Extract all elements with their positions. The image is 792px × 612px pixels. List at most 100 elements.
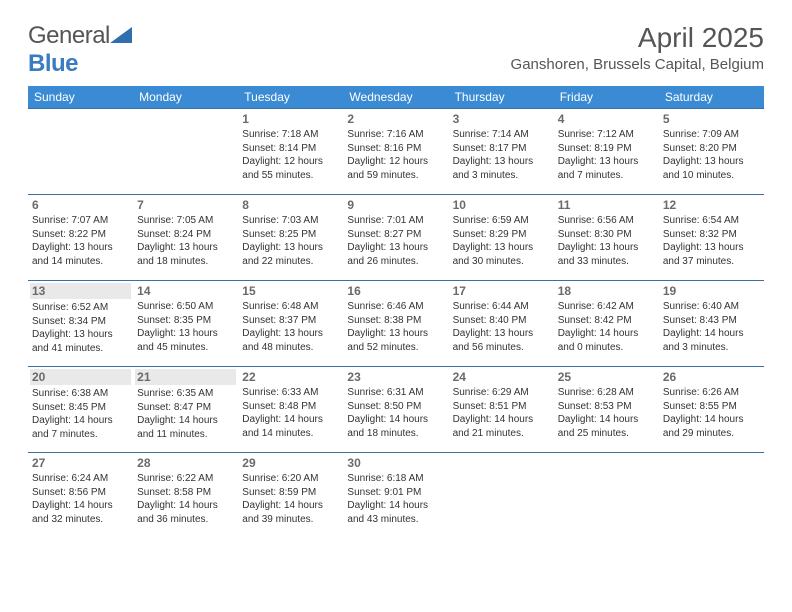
daylight-text: Daylight: 13 hours and 33 minutes.	[558, 241, 655, 268]
day-number: 19	[663, 284, 760, 298]
day-details: Sunrise: 6:44 AMSunset: 8:40 PMDaylight:…	[453, 300, 550, 354]
daylight-text: Daylight: 14 hours and 0 minutes.	[558, 327, 655, 354]
sunset-text: Sunset: 8:35 PM	[137, 314, 234, 328]
sunrise-text: Sunrise: 6:44 AM	[453, 300, 550, 314]
calendar-day: 7Sunrise: 7:05 AMSunset: 8:24 PMDaylight…	[133, 195, 238, 281]
day-number: 29	[242, 456, 339, 470]
daylight-text: Daylight: 14 hours and 32 minutes.	[32, 499, 129, 526]
day-details: Sunrise: 6:46 AMSunset: 8:38 PMDaylight:…	[347, 300, 444, 354]
calendar-day-empty	[28, 109, 133, 195]
day-details: Sunrise: 6:24 AMSunset: 8:56 PMDaylight:…	[32, 472, 129, 526]
sunrise-text: Sunrise: 6:28 AM	[558, 386, 655, 400]
calendar-week: 20Sunrise: 6:38 AMSunset: 8:45 PMDayligh…	[28, 367, 764, 453]
daylight-text: Daylight: 12 hours and 55 minutes.	[242, 155, 339, 182]
calendar-day: 26Sunrise: 6:26 AMSunset: 8:55 PMDayligh…	[659, 367, 764, 453]
day-details: Sunrise: 6:20 AMSunset: 8:59 PMDaylight:…	[242, 472, 339, 526]
daylight-text: Daylight: 13 hours and 22 minutes.	[242, 241, 339, 268]
day-details: Sunrise: 7:12 AMSunset: 8:19 PMDaylight:…	[558, 128, 655, 182]
daylight-text: Daylight: 13 hours and 41 minutes.	[32, 328, 129, 355]
sunrise-text: Sunrise: 6:33 AM	[242, 386, 339, 400]
sunset-text: Sunset: 8:22 PM	[32, 228, 129, 242]
day-details: Sunrise: 6:22 AMSunset: 8:58 PMDaylight:…	[137, 472, 234, 526]
sunset-text: Sunset: 8:55 PM	[663, 400, 760, 414]
day-number: 22	[242, 370, 339, 384]
weekday-header: Friday	[554, 86, 659, 109]
day-number: 10	[453, 198, 550, 212]
sunrise-text: Sunrise: 6:18 AM	[347, 472, 444, 486]
day-number: 2	[347, 112, 444, 126]
calendar-head: SundayMondayTuesdayWednesdayThursdayFrid…	[28, 86, 764, 109]
day-details: Sunrise: 7:07 AMSunset: 8:22 PMDaylight:…	[32, 214, 129, 268]
sunrise-text: Sunrise: 7:12 AM	[558, 128, 655, 142]
sunset-text: Sunset: 8:14 PM	[242, 142, 339, 156]
calendar-day: 8 Sunrise: 7:03 AMSunset: 8:25 PMDaylight…	[238, 195, 343, 281]
sunset-text: Sunset: 8:30 PM	[558, 228, 655, 242]
day-details: Sunrise: 7:03 AMSunset: 8:25 PMDaylight:…	[242, 214, 339, 268]
calendar-day: 14 Sunrise: 6:50 AMSunset: 8:35 PMDayligh…	[133, 281, 238, 367]
sunrise-text: Sunrise: 6:20 AM	[242, 472, 339, 486]
weekday-header: Sunday	[28, 86, 133, 109]
sunrise-text: Sunrise: 7:18 AM	[242, 128, 339, 142]
day-number: 30	[347, 456, 444, 470]
sunrise-text: Sunrise: 6:40 AM	[663, 300, 760, 314]
calendar-day-empty	[659, 453, 764, 539]
sunset-text: Sunset: 8:19 PM	[558, 142, 655, 156]
day-number: 3	[453, 112, 550, 126]
calendar-day: 16Sunrise: 6:46 AMSunset: 8:38 PMDayligh…	[343, 281, 448, 367]
calendar-day: 15Sunrise: 6:48 AMSunset: 8:37 PMDayligh…	[238, 281, 343, 367]
sunrise-text: Sunrise: 7:16 AM	[347, 128, 444, 142]
sunrise-text: Sunrise: 6:54 AM	[663, 214, 760, 228]
day-number: 24	[453, 370, 550, 384]
sunset-text: Sunset: 8:51 PM	[453, 400, 550, 414]
sunrise-text: Sunrise: 7:07 AM	[32, 214, 129, 228]
day-details: Sunrise: 7:01 AMSunset: 8:27 PMDaylight:…	[347, 214, 444, 268]
daylight-text: Daylight: 13 hours and 45 minutes.	[137, 327, 234, 354]
daylight-text: Daylight: 13 hours and 52 minutes.	[347, 327, 444, 354]
calendar-day-empty	[554, 453, 659, 539]
day-details: Sunrise: 6:52 AMSunset: 8:34 PMDaylight:…	[32, 301, 129, 355]
day-details: Sunrise: 6:56 AMSunset: 8:30 PMDaylight:…	[558, 214, 655, 268]
weekday-header: Monday	[133, 86, 238, 109]
day-number: 6	[32, 198, 129, 212]
day-number: 25	[558, 370, 655, 384]
sunset-text: Sunset: 8:37 PM	[242, 314, 339, 328]
sunrise-text: Sunrise: 6:35 AM	[137, 387, 234, 401]
sunrise-text: Sunrise: 6:22 AM	[137, 472, 234, 486]
sunset-text: Sunset: 8:43 PM	[663, 314, 760, 328]
calendar-day: 2Sunrise: 7:16 AMSunset: 8:16 PMDaylight…	[343, 109, 448, 195]
daylight-text: Daylight: 14 hours and 36 minutes.	[137, 499, 234, 526]
sunset-text: Sunset: 8:29 PM	[453, 228, 550, 242]
daylight-text: Daylight: 13 hours and 30 minutes.	[453, 241, 550, 268]
daylight-text: Daylight: 14 hours and 7 minutes.	[32, 414, 129, 441]
sunrise-text: Sunrise: 6:52 AM	[32, 301, 129, 315]
sunset-text: Sunset: 8:34 PM	[32, 315, 129, 329]
day-number: 8	[242, 198, 339, 212]
day-number: 21	[135, 369, 236, 385]
day-number: 14	[137, 284, 234, 298]
day-number: 11	[558, 198, 655, 212]
sunset-text: Sunset: 8:45 PM	[32, 401, 129, 415]
sunrise-text: Sunrise: 7:01 AM	[347, 214, 444, 228]
sunrise-text: Sunrise: 7:05 AM	[137, 214, 234, 228]
day-details: Sunrise: 7:05 AMSunset: 8:24 PMDaylight:…	[137, 214, 234, 268]
day-details: Sunrise: 6:31 AMSunset: 8:50 PMDaylight:…	[347, 386, 444, 440]
calendar-week: 13Sunrise: 6:52 AMSunset: 8:34 PMDayligh…	[28, 281, 764, 367]
sunrise-text: Sunrise: 6:46 AM	[347, 300, 444, 314]
calendar-day: 20Sunrise: 6:38 AMSunset: 8:45 PMDayligh…	[28, 367, 133, 453]
day-number: 1	[242, 112, 339, 126]
daylight-text: Daylight: 14 hours and 29 minutes.	[663, 413, 760, 440]
sunrise-text: Sunrise: 7:09 AM	[663, 128, 760, 142]
calendar-day: 18Sunrise: 6:42 AMSunset: 8:42 PMDayligh…	[554, 281, 659, 367]
calendar-day: 13Sunrise: 6:52 AMSunset: 8:34 PMDayligh…	[28, 281, 133, 367]
header: General Blue April 2025 Ganshoren, Bruss…	[28, 22, 764, 78]
daylight-text: Daylight: 13 hours and 3 minutes.	[453, 155, 550, 182]
day-number: 12	[663, 198, 760, 212]
day-details: Sunrise: 6:50 AMSunset: 8:35 PMDaylight:…	[137, 300, 234, 354]
daylight-text: Daylight: 14 hours and 25 minutes.	[558, 413, 655, 440]
calendar-day: 21Sunrise: 6:35 AMSunset: 8:47 PMDayligh…	[133, 367, 238, 453]
title-block: April 2025 Ganshoren, Brussels Capital, …	[511, 22, 764, 73]
calendar-day-empty	[133, 109, 238, 195]
sunset-text: Sunset: 8:38 PM	[347, 314, 444, 328]
calendar-day: 22Sunrise: 6:33 AMSunset: 8:48 PMDayligh…	[238, 367, 343, 453]
sunset-text: Sunset: 8:16 PM	[347, 142, 444, 156]
